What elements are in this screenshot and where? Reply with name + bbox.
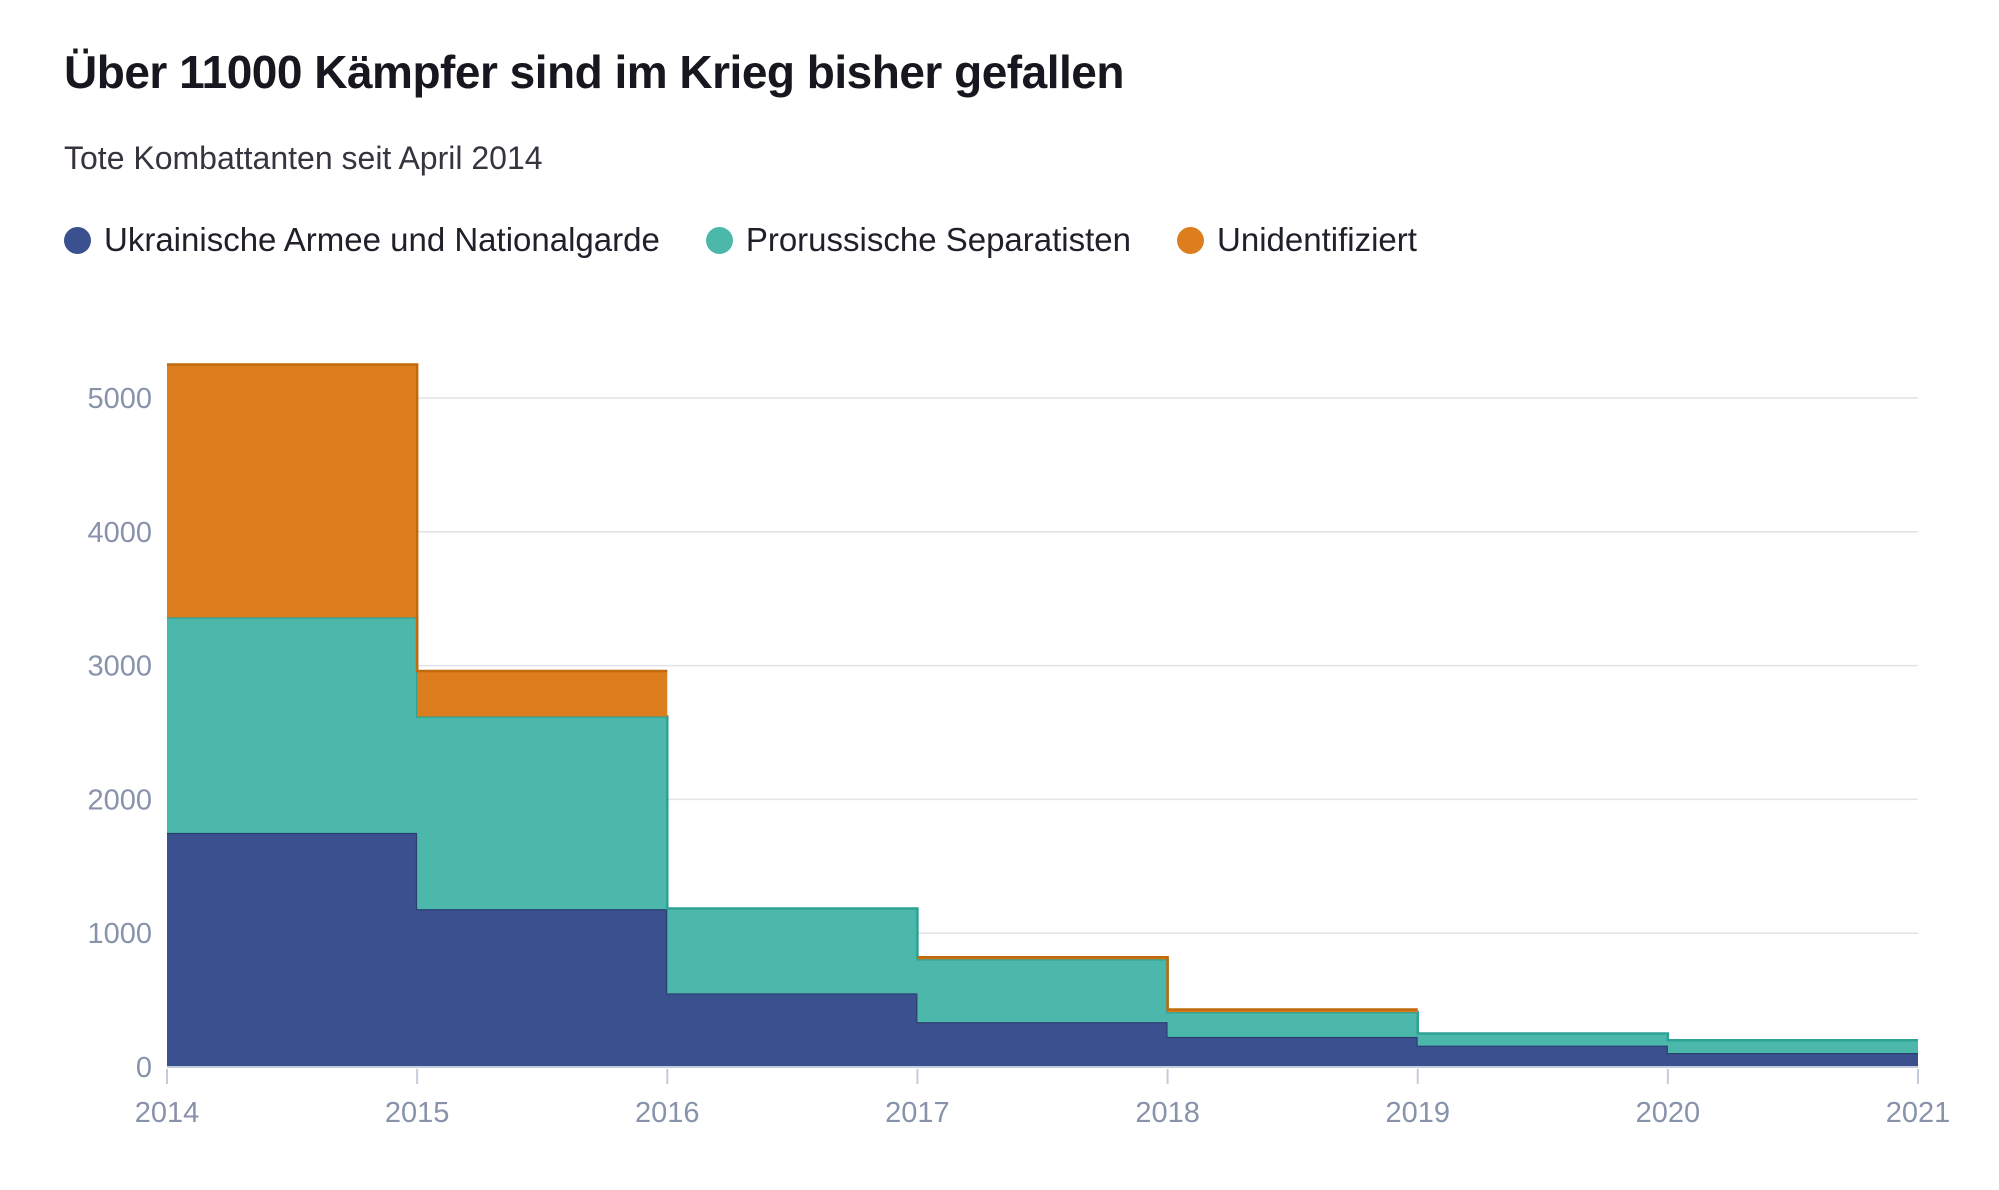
area-top-stroke (167, 363, 1418, 1011)
chart-title: Über 11000 Kämpfer sind im Krieg bisher … (64, 46, 1124, 98)
legend-item-3: Unidentifiziert (1177, 221, 1417, 259)
legend-item-1: Ukrainische Armee und Nationalgarde (64, 221, 660, 259)
y-axis-label-0: 0 (136, 1052, 152, 1084)
y-axis-label-1000: 1000 (87, 918, 152, 950)
legend-label: Prorussische Separatisten (745, 221, 1132, 259)
x-axis-label-2014: 2014 (135, 1097, 200, 1129)
chart-header: Über 11000 Kämpfer sind im Krieg bisher … (64, 46, 1964, 259)
chart-subtitle: Tote Kombattanten seit April 2014 (64, 139, 543, 176)
area-prorussische-separatisten (167, 617, 1918, 1053)
legend-item-2: Prorussische Separatisten (705, 221, 1132, 259)
area-unidentifiziert (167, 364, 1918, 1041)
y-axis-label-5000: 5000 (87, 383, 152, 415)
legend-dot-icon (705, 226, 733, 254)
legend-dot-icon (1177, 226, 1205, 254)
legend-label: Ukrainische Armee und Nationalgarde (104, 221, 660, 259)
area-ukrainische-armee-und-nationalgarde (167, 832, 1918, 1067)
legend-dot-icon (64, 226, 91, 254)
x-axis-label-2015: 2015 (385, 1097, 450, 1129)
y-axis-label-2000: 2000 (87, 784, 152, 816)
x-axis-label-2016: 2016 (635, 1097, 700, 1129)
x-axis-label-2017: 2017 (885, 1097, 950, 1129)
y-axis-label-4000: 4000 (87, 517, 152, 549)
y-axis-label-3000: 3000 (87, 651, 152, 683)
legend: Ukrainische Armee und Nationalgarde Proru… (64, 221, 1964, 259)
x-axis-label-2019: 2019 (1385, 1097, 1450, 1129)
x-axis-label-2020: 2020 (1636, 1097, 1701, 1129)
x-axis-label-2018: 2018 (1135, 1097, 1200, 1129)
x-axis-label-2021: 2021 (1886, 1097, 1951, 1129)
legend-label: Unidentifiziert (1217, 221, 1417, 259)
